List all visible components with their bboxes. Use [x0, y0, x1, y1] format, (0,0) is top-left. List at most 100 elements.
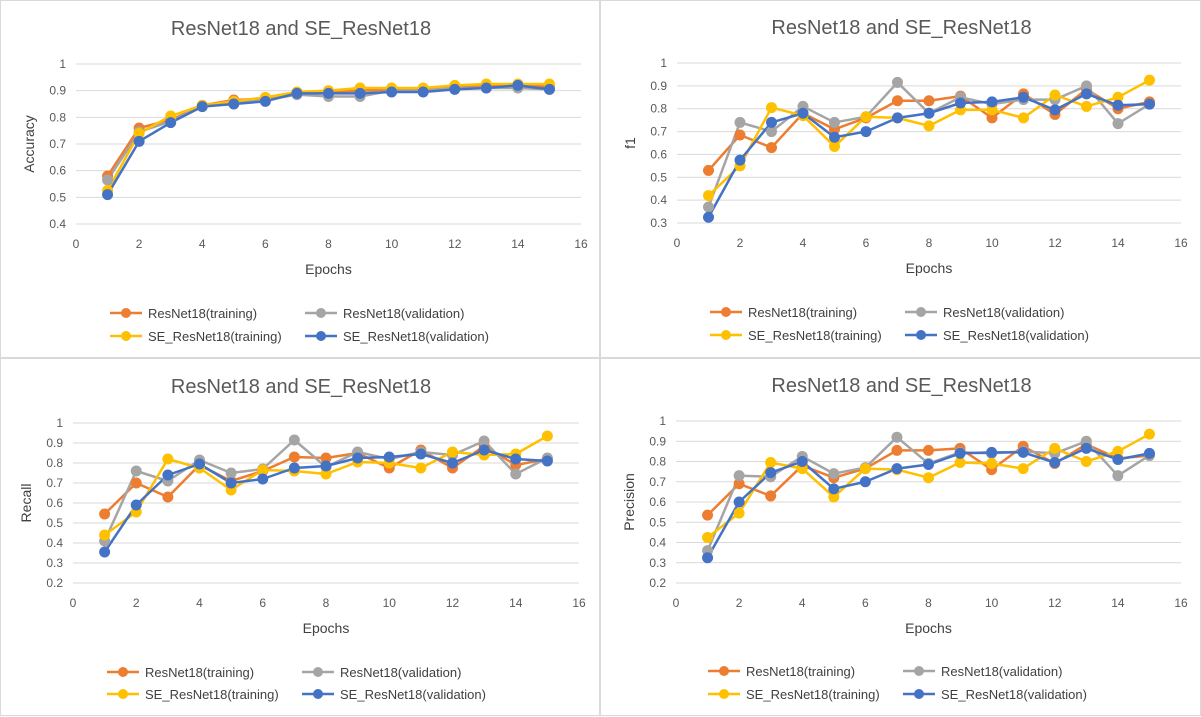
legend-marker [721, 307, 731, 317]
x-tick-label: 6 [862, 596, 869, 610]
x-tick-label: 12 [448, 237, 462, 251]
chart-title: ResNet18 and SE_ResNet18 [171, 376, 431, 398]
data-point [99, 546, 111, 558]
data-point [323, 87, 334, 99]
data-point [1049, 104, 1061, 116]
y-tick-label: 0.4 [649, 536, 666, 550]
data-point [1017, 463, 1029, 475]
legend-label: SE_ResNet18(training) [148, 329, 282, 344]
y-tick-label: 0.9 [49, 84, 66, 98]
data-point [225, 467, 237, 479]
legend-marker [316, 308, 326, 318]
data-point [702, 509, 714, 521]
y-tick-label: 0.3 [650, 216, 667, 230]
data-point [923, 472, 934, 484]
data-point [797, 107, 809, 119]
y-tick-label: 0.9 [649, 434, 666, 448]
y-tick-label: 0.3 [46, 556, 63, 570]
legend-label: SE_ResNet18(validation) [943, 328, 1089, 343]
data-point [923, 120, 935, 132]
legend-label: ResNet18(validation) [941, 664, 1062, 679]
data-point [1112, 99, 1124, 111]
x-tick-label: 8 [325, 237, 332, 251]
data-point [1049, 457, 1061, 469]
data-point [288, 434, 300, 446]
x-tick-label: 14 [1111, 236, 1125, 250]
data-point [766, 116, 777, 128]
data-point [386, 86, 398, 98]
data-point [541, 455, 553, 467]
data-point [257, 473, 269, 485]
data-point [923, 444, 934, 456]
data-point [288, 451, 300, 463]
legend-marker [118, 667, 128, 677]
data-point [796, 456, 808, 467]
legend-label: ResNet18(validation) [340, 665, 461, 680]
x-tick-label: 10 [383, 596, 397, 610]
data-point [733, 507, 745, 519]
data-point [766, 126, 777, 138]
x-tick-label: 4 [800, 236, 807, 250]
data-point [383, 451, 395, 463]
data-point [480, 82, 492, 94]
data-point [1018, 112, 1029, 124]
data-point [734, 129, 746, 141]
data-point [102, 174, 114, 186]
y-axis-label: f1 [622, 137, 638, 149]
data-point [1112, 453, 1124, 465]
legend-marker [914, 689, 924, 699]
data-point [892, 112, 903, 124]
y-tick-label: 0.5 [650, 170, 667, 184]
data-point [1144, 98, 1155, 110]
data-point [829, 116, 840, 128]
x-tick-label: 0 [73, 237, 80, 251]
data-point [955, 97, 966, 109]
data-point [1080, 456, 1092, 467]
y-tick-label: 0.6 [49, 164, 66, 178]
y-axis-label: Precision [621, 473, 637, 531]
x-tick-label: 14 [511, 237, 525, 251]
y-axis-label: Accuracy [21, 115, 37, 173]
legend-label: ResNet18(training) [748, 305, 857, 320]
legend-marker [914, 666, 924, 676]
x-tick-label: 8 [926, 236, 933, 250]
legend-label: ResNet18(training) [148, 306, 257, 321]
chart-panel-precision: ResNet18 and SE_ResNet18 0.2 0.3 0.4 0.5 0.6 0… [600, 358, 1201, 716]
data-point [415, 462, 427, 474]
legend-label: ResNet18(training) [145, 665, 254, 680]
chart-title: ResNet18 and SE_ResNet18 [771, 375, 1031, 397]
data-point [354, 87, 366, 99]
y-tick-label: 0.7 [650, 125, 667, 139]
y-tick-label: 0.8 [650, 102, 667, 116]
x-axis-label: Epochs [906, 260, 953, 276]
data-point [766, 142, 777, 154]
legend-label: SE_ResNet18(training) [748, 328, 882, 343]
y-tick-label: 0.2 [649, 576, 666, 590]
y-tick-label: 0.6 [46, 496, 63, 510]
data-point [828, 468, 840, 480]
legend-marker [719, 689, 729, 699]
data-point [828, 483, 840, 495]
data-point [1018, 91, 1029, 103]
y-tick-label: 0.4 [650, 193, 667, 207]
legend-marker [316, 331, 326, 341]
data-point [1112, 118, 1124, 130]
data-point [765, 457, 777, 469]
x-tick-label: 12 [1048, 596, 1062, 610]
y-tick-label: 0.8 [46, 456, 63, 470]
y-tick-label: 0.5 [49, 190, 66, 204]
data-point [892, 76, 903, 88]
x-tick-label: 6 [262, 237, 269, 251]
y-tick-label: 0.6 [649, 495, 666, 509]
y-tick-label: 0.2 [46, 576, 63, 590]
data-point [1143, 428, 1155, 440]
x-tick-label: 12 [1048, 236, 1062, 250]
data-point [102, 189, 114, 201]
data-point [1081, 100, 1092, 112]
data-point [543, 83, 555, 95]
y-tick-label: 0.6 [650, 147, 667, 161]
x-tick-label: 8 [323, 596, 330, 610]
x-tick-label: 0 [70, 596, 77, 610]
data-point [541, 430, 553, 442]
data-point [954, 457, 966, 469]
